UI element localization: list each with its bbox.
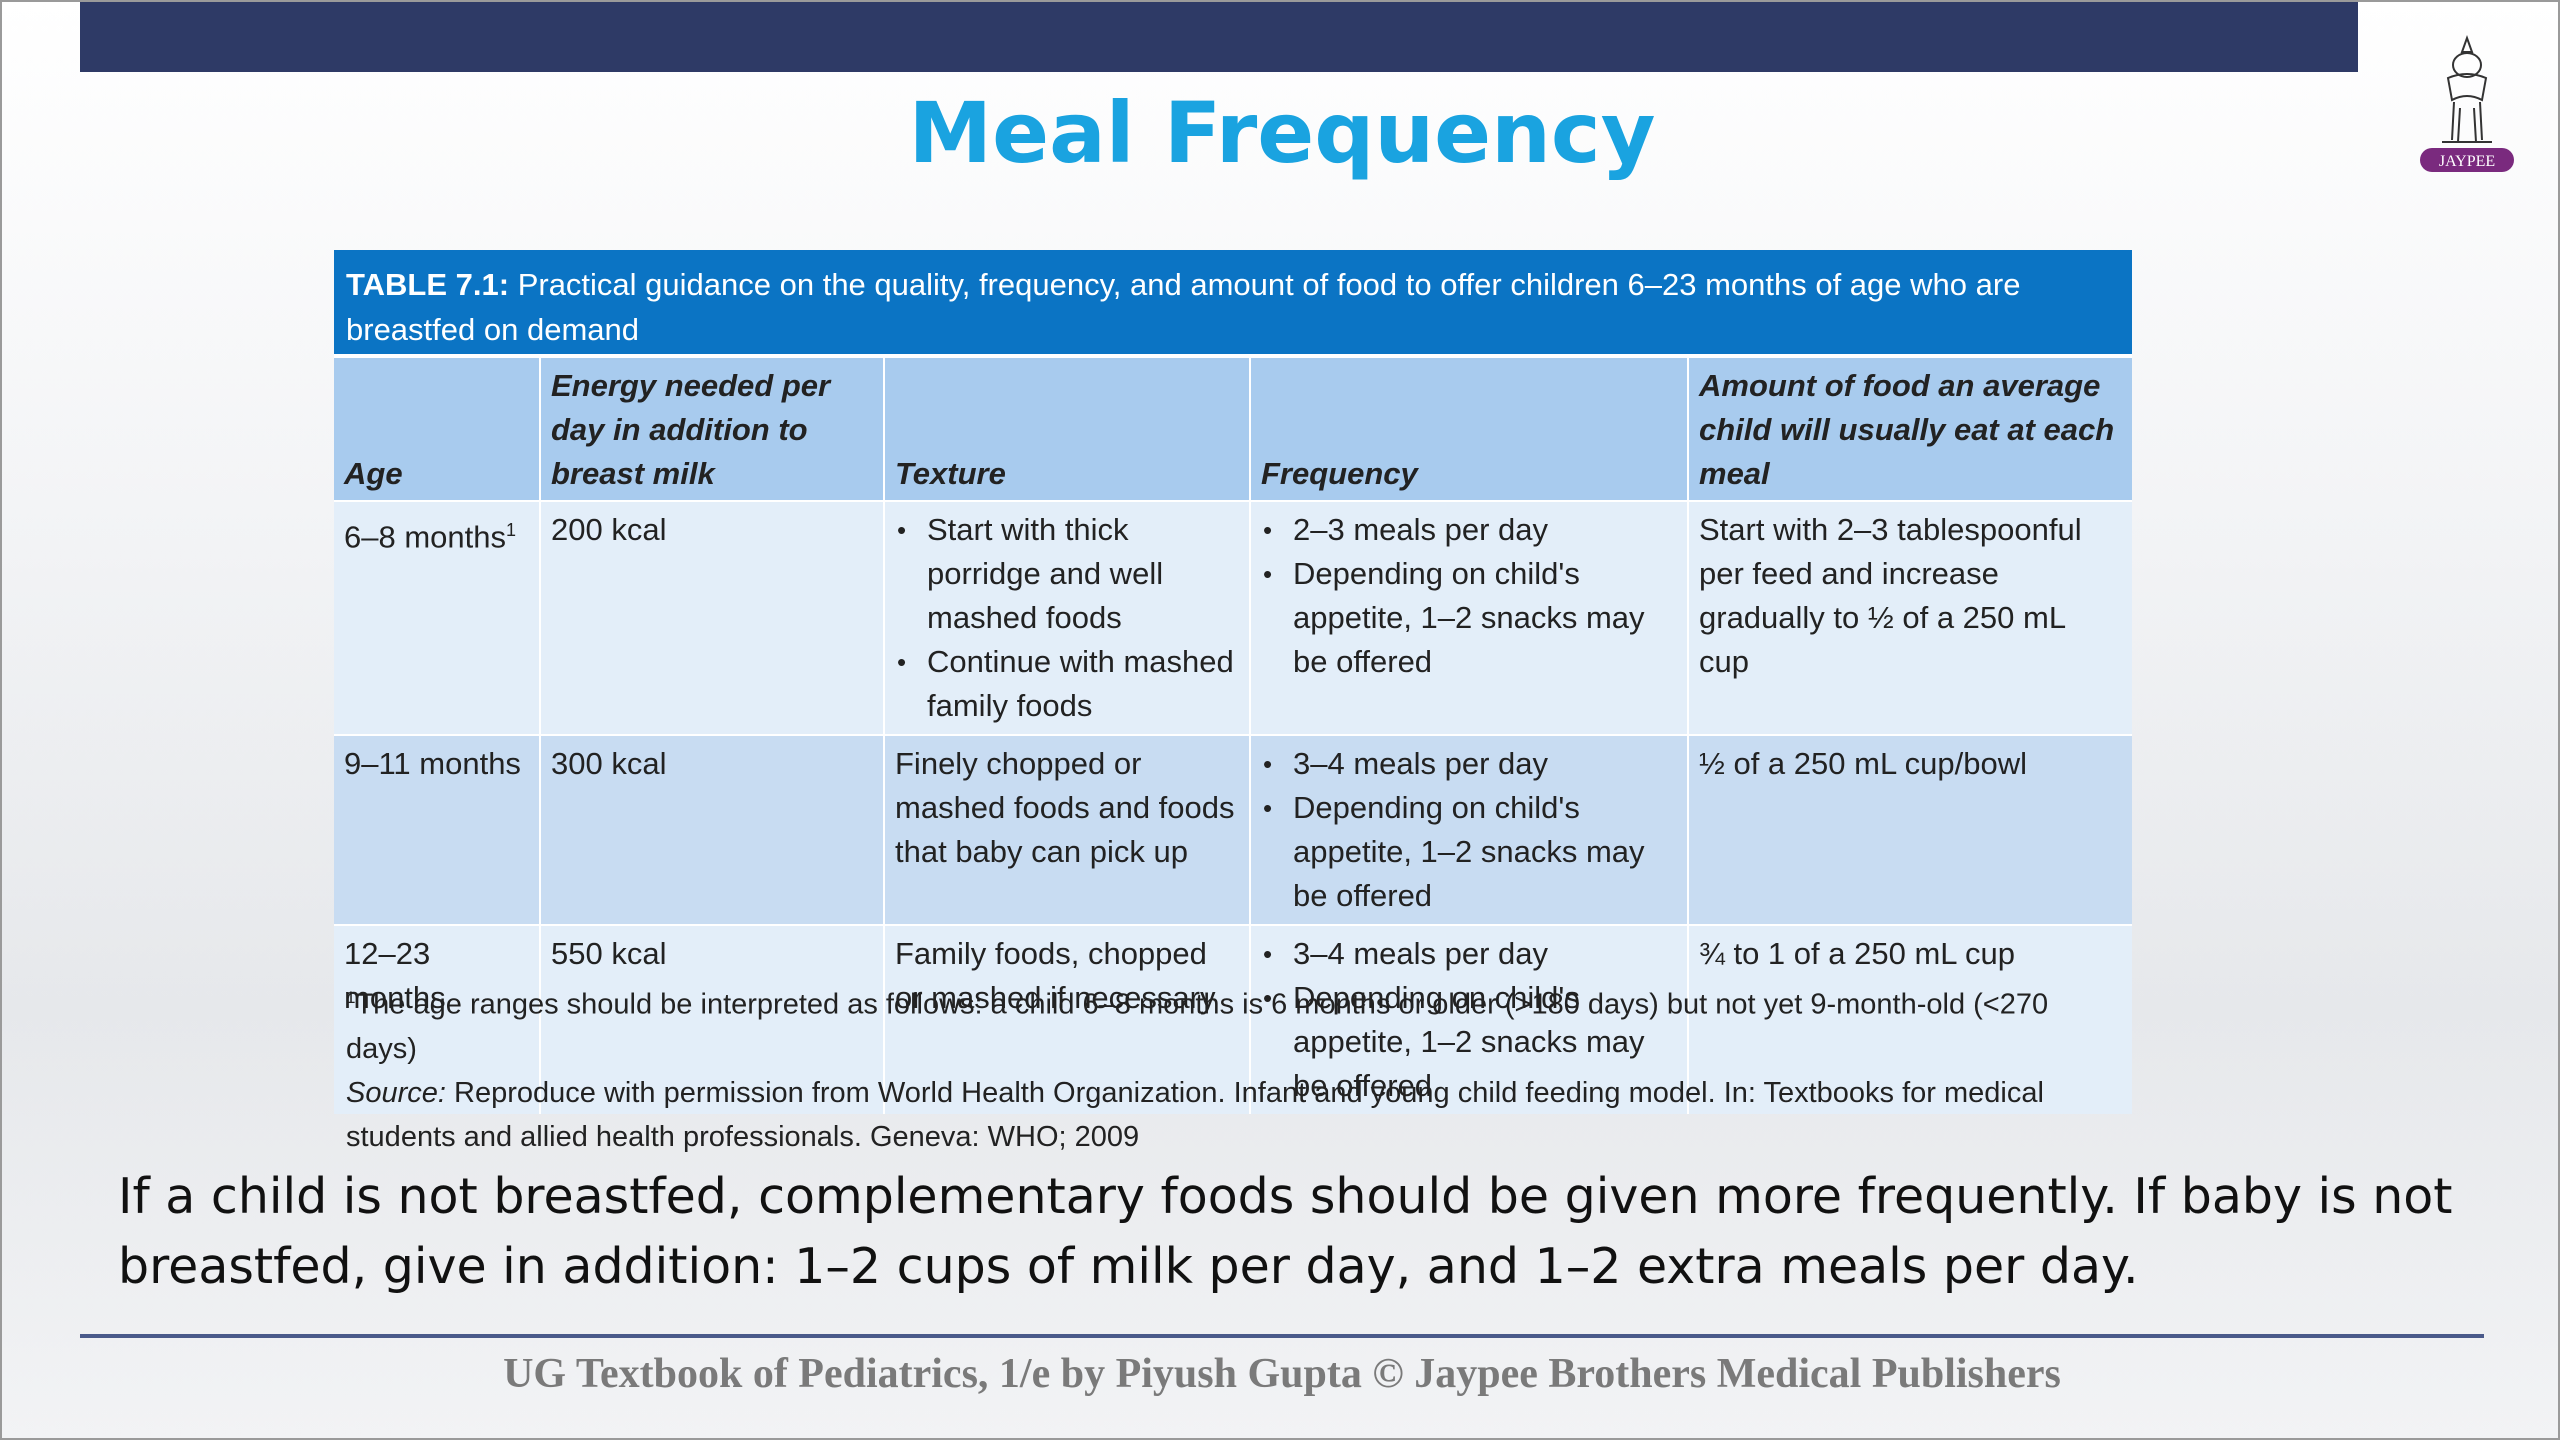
cell-amount: ½ of a 250 mL cup/bowl — [1688, 734, 2132, 925]
cell-energy: 300 kcal — [540, 734, 885, 925]
publisher-footer: UG Textbook of Pediatrics, 1/e by Piyush… — [503, 1351, 2061, 1397]
footnote-text: 1The age ranges should be interpreted as… — [346, 988, 2049, 1065]
header-energy: Energy needed per day in addition to bre… — [540, 358, 885, 501]
header-frequency: Frequency — [1250, 358, 1689, 501]
cell-frequency: 2–3 meals per day Depending on child's a… — [1250, 500, 1689, 735]
jaypee-logo: JAYPEE — [2412, 30, 2522, 180]
caption-label: TABLE 7.1: — [346, 267, 510, 302]
table-grid: Age Energy needed per day in addition to… — [334, 358, 2132, 1114]
table-header-row: Age Energy needed per day in addition to… — [334, 358, 2132, 501]
cell-texture: Finely chopped or mashed foods and foods… — [884, 734, 1251, 925]
list-item: 3–4 meals per day — [1263, 932, 1677, 976]
list-item: Start with thick porridge and well mashe… — [897, 508, 1239, 640]
cell-age: 9–11 months — [334, 734, 541, 925]
table-row: 9–11 months 300 kcal Finely chopped or m… — [334, 734, 2132, 925]
table-row: 12–23 months 550 kcal Family foods, chop… — [334, 924, 2132, 1114]
cell-amount: ¾ to 1 of a 250 mL cup — [1688, 924, 2132, 1114]
breastfeeding-note: If a child is not breastfed, complementa… — [118, 1168, 2453, 1295]
cell-energy: 200 kcal — [540, 500, 885, 735]
table-row: 6–8 months1 200 kcal Start with thick po… — [334, 500, 2132, 735]
meal-guidance-table: TABLE 7.1: Practical guidance on the qua… — [334, 250, 2132, 1153]
cell-frequency: 3–4 meals per day Depending on child's a… — [1250, 734, 1689, 925]
cell-amount: Start with 2–3 tablespoonful per feed an… — [1688, 500, 2132, 735]
caption-text: Practical guidance on the quality, frequ… — [346, 267, 2021, 347]
cell-energy: 550 kcal — [540, 924, 885, 1114]
top-banner-bar — [80, 2, 2358, 72]
list-item: Depending on child's appetite, 1–2 snack… — [1263, 552, 1677, 684]
age-footnote-marker: 1 — [506, 520, 517, 540]
cell-age: 6–8 months1 — [334, 500, 541, 735]
header-texture: Texture — [884, 358, 1251, 501]
slide-title: Meal Frequency — [908, 84, 1656, 182]
table-footnote: 1The age ranges should be interpreted as… — [334, 966, 2132, 1169]
list-item: Depending on child's appetite, 1–2 snack… — [1263, 786, 1677, 918]
header-amount: Amount of food an average child will usu… — [1688, 358, 2132, 501]
list-item: Continue with mashed family foods — [897, 640, 1239, 728]
source-text: Source: Reproduce with permission from W… — [346, 1076, 2044, 1153]
header-age: Age — [334, 358, 541, 501]
cell-frequency: 3–4 meals per day Depending on child's a… — [1250, 924, 1689, 1114]
logo-text: JAYPEE — [2439, 153, 2495, 170]
list-item: Depending on child's appetite, 1–2 snack… — [1263, 976, 1677, 1108]
cell-age: 12–23 months — [334, 924, 541, 1114]
footer-divider — [80, 1334, 2484, 1338]
cell-texture: Family foods, chopped or mashed if neces… — [884, 924, 1251, 1114]
table-caption: TABLE 7.1: Practical guidance on the qua… — [334, 250, 2132, 354]
list-item: 3–4 meals per day — [1263, 742, 1677, 786]
cell-texture: Start with thick porridge and well mashe… — [884, 500, 1251, 735]
footnote-marker: 1 — [346, 988, 356, 1007]
source-label: Source: — [346, 1076, 446, 1109]
list-item: 2–3 meals per day — [1263, 508, 1677, 552]
